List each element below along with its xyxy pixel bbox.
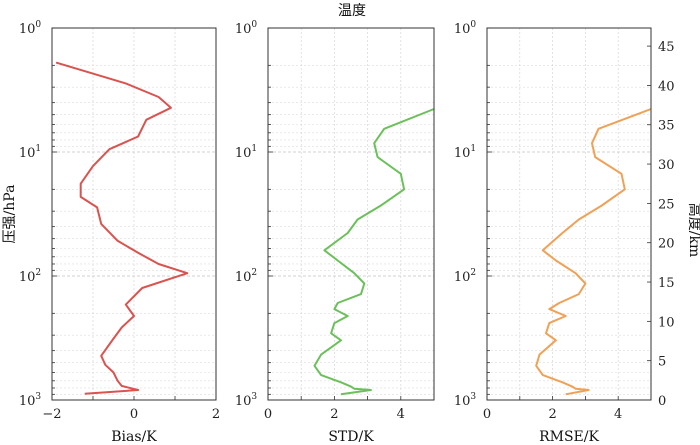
y-tick-label: 102 bbox=[235, 268, 257, 285]
panel-1: 100 101 102 103−2 0 2 Bias/K bbox=[19, 20, 220, 445]
right-y-tick-label: 35 bbox=[658, 119, 675, 134]
left-axis-label: 压强/hPa bbox=[2, 185, 18, 244]
x-tick-label: 0 bbox=[264, 407, 272, 422]
x-axis-label: STD/K bbox=[328, 429, 374, 445]
y-tick-label: 103 bbox=[454, 392, 477, 409]
right-y-tick-label: 5 bbox=[658, 355, 666, 370]
y-tick-label: 100 bbox=[454, 20, 477, 37]
panel-2: 100 101 102 103 0 2 4 STD/K bbox=[235, 20, 435, 445]
right-y-tick-label: 0 bbox=[658, 394, 666, 409]
plot-frame bbox=[486, 27, 652, 401]
x-tick-label: −2 bbox=[42, 407, 61, 422]
x-tick-label: 2 bbox=[330, 407, 338, 422]
y-tick-label: 100 bbox=[19, 20, 42, 37]
chart-title: 温度 bbox=[338, 3, 366, 19]
data-line bbox=[55, 61, 189, 395]
x-tick-label: 4 bbox=[397, 407, 405, 422]
data-line bbox=[313, 108, 435, 396]
y-tick-label: 103 bbox=[235, 392, 258, 409]
right-y-tick-label: 15 bbox=[658, 276, 675, 291]
panel-3: 100 101 102 103 0 2 4 RMSE/K bbox=[454, 20, 652, 445]
right-y-tick-label: 30 bbox=[658, 158, 675, 173]
x-tick-label: 2 bbox=[212, 407, 220, 422]
right-y-tick-label: 40 bbox=[658, 79, 675, 94]
x-axis-label: RMSE/K bbox=[539, 429, 599, 445]
right-y-tick-label: 25 bbox=[658, 197, 675, 212]
y-tick-label: 101 bbox=[19, 144, 41, 161]
right-y-tick-label: 20 bbox=[658, 237, 675, 252]
y-tick-label: 101 bbox=[235, 144, 257, 161]
x-tick-label: 0 bbox=[483, 407, 491, 422]
y-tick-label: 102 bbox=[19, 268, 41, 285]
y-tick-label: 103 bbox=[19, 392, 42, 409]
right-axis-label: 高度/km bbox=[686, 203, 700, 257]
right-y-tick-label: 10 bbox=[658, 315, 675, 330]
x-axis-label: Bias/K bbox=[111, 429, 157, 445]
y-tick-label: 101 bbox=[454, 144, 476, 161]
y-tick-label: 102 bbox=[454, 268, 476, 285]
x-tick-label: 0 bbox=[130, 407, 138, 422]
data-line bbox=[535, 108, 652, 396]
right-y-tick-label: 45 bbox=[658, 40, 675, 55]
x-tick-label: 4 bbox=[614, 407, 622, 422]
y-tick-label: 100 bbox=[235, 20, 258, 37]
plot-frame bbox=[267, 27, 435, 401]
x-tick-label: 2 bbox=[548, 407, 556, 422]
